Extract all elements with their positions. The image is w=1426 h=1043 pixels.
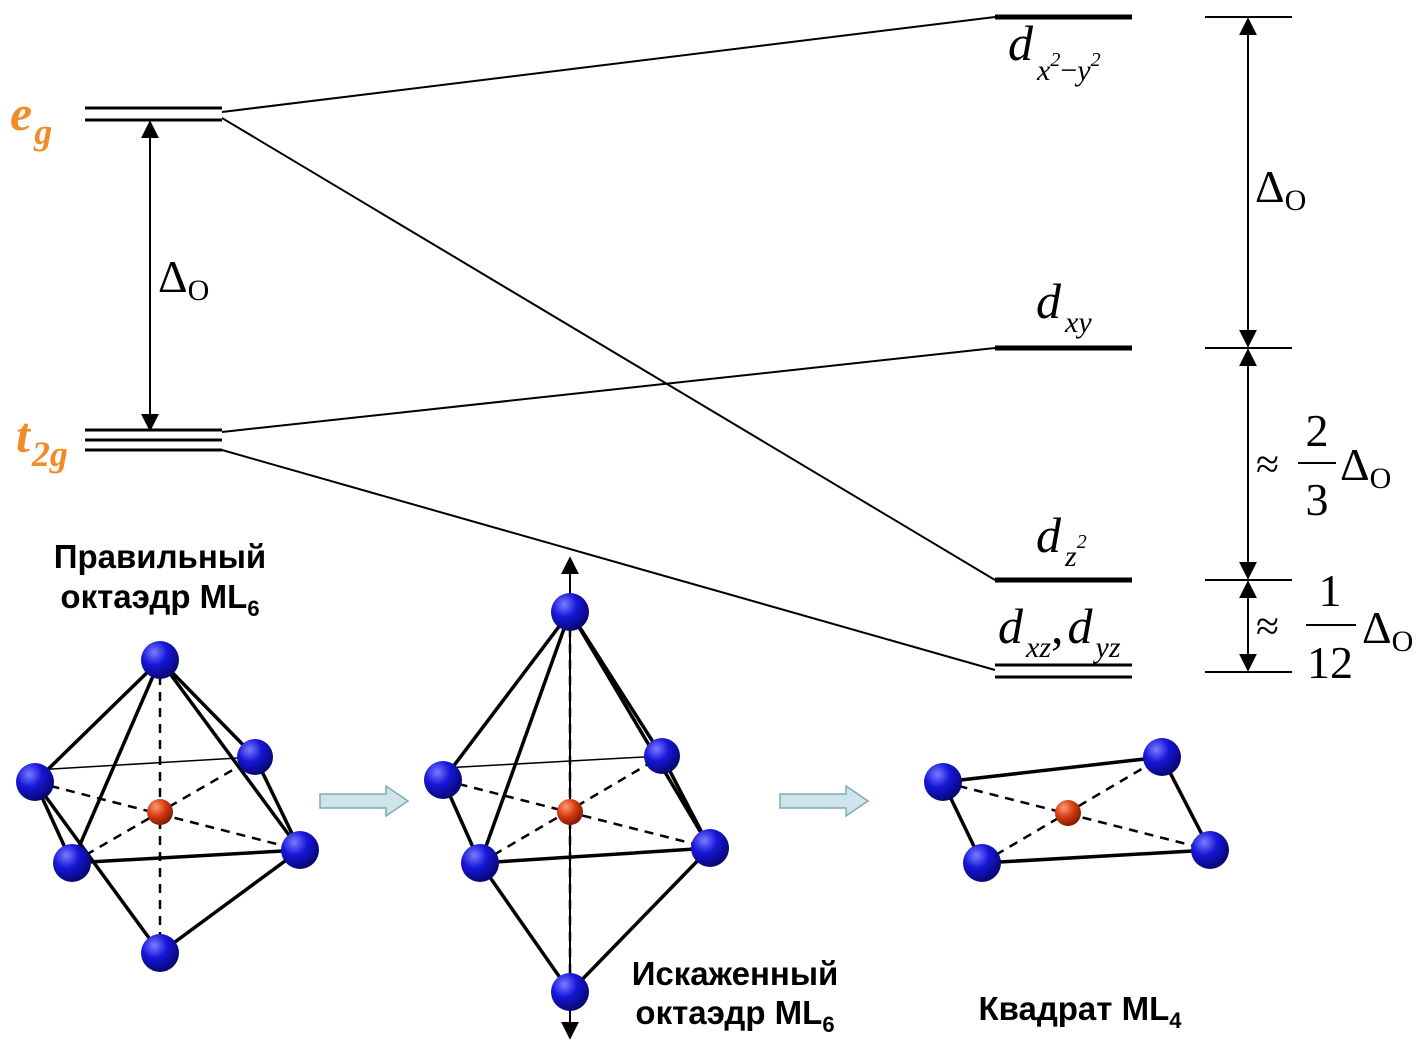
distorted-octahedron [424,556,729,1040]
metal-atom [147,799,173,825]
ligand-atom [53,844,91,882]
ligand-atom [461,844,499,882]
ligand-atom [691,829,729,867]
ligand-atom [141,934,179,972]
dxz-dyz-label: d xz,d yz [998,598,1121,664]
distorted-octahedron-caption-line2: октаэдр ML6 [635,994,834,1037]
dxz-dyz-level [995,663,1132,679]
transition-arrow [779,784,870,818]
regular-octahedron-caption-line1: Правильный [54,538,266,575]
transition-arrow [319,784,410,818]
distorted-octahedron-caption-line1: Искаженный [632,955,839,992]
ligand-atom [924,763,962,801]
svg-text:2: 2 [1306,405,1329,456]
left-delta-label: ΔO [158,251,209,307]
ligand-atom [424,761,462,799]
t2g-label: t2g [16,407,68,474]
eg-level [85,106,222,122]
dxy-label: d xy [1036,273,1092,339]
ligand-atom [551,593,589,631]
svg-text:12: 12 [1307,637,1353,688]
metal-atom [1055,800,1081,826]
ligand-atom [16,763,54,801]
ligand-atom [1191,831,1229,869]
regular-octahedron-caption-line2: октаэдр ML6 [60,578,259,621]
svg-text:≈: ≈ [1256,604,1279,650]
one-twelfth-delta: ≈ 1 12 ΔO [1256,565,1413,688]
square-planar [924,738,1229,882]
svg-text:1: 1 [1319,565,1342,616]
svg-text:ΔO: ΔO [1362,602,1413,658]
svg-text:3: 3 [1306,474,1329,525]
correlation-lines [221,16,996,671]
eg-label: eg [10,85,52,152]
dx2y2-label: d x2−y2 [1008,15,1101,87]
splitting-scale [1205,16,1292,673]
metal-atom [557,799,583,825]
svg-text:≈: ≈ [1256,442,1279,488]
t2g-level [85,428,222,452]
ligand-atom [1143,738,1181,776]
ligand-atom [281,831,319,869]
ligand-atom [141,641,179,679]
svg-text:ΔO: ΔO [1340,439,1391,495]
two-thirds-delta: ≈ 2 3 ΔO [1256,405,1391,525]
regular-octahedron [16,641,319,972]
ligand-atom [551,973,589,1011]
dz2-label: d z2 [1036,507,1087,573]
ligand-atom [237,739,273,775]
ligand-atom [963,844,1001,882]
right-delta-label: ΔO [1255,161,1306,217]
square-caption: Квадрат ML4 [978,990,1182,1033]
ligand-atom [644,738,680,774]
